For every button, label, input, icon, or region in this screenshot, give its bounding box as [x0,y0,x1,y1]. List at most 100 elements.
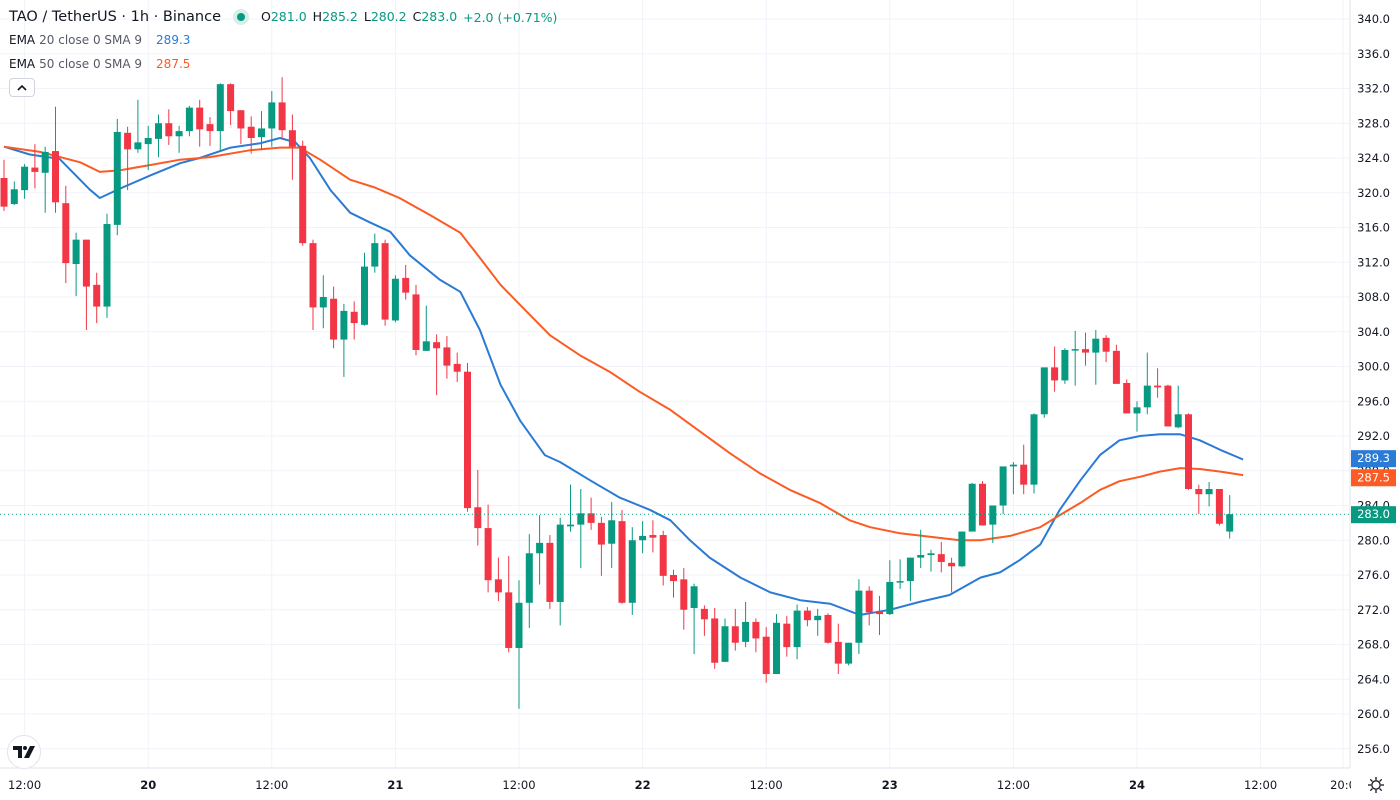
candle [948,557,956,593]
candle-body-down [1102,337,1110,352]
candle [1123,379,1131,414]
candle-body-up [216,84,224,132]
candle-body-down [330,298,338,340]
y-tick-label: 324.0 [1357,151,1390,165]
candle-body-down [649,535,657,538]
x-tick-label: 12:00 [255,778,288,792]
ema20-price-tag-text: 289.3 [1357,451,1390,465]
indicator-name: EMA [9,57,36,71]
candle-body-down [412,294,420,350]
y-tick-label: 272.0 [1357,603,1390,617]
ema20-price-tag-bg [1351,450,1396,468]
y-tick-label: 268.0 [1357,638,1390,652]
candle-body-down [350,311,358,324]
candle-body-up [628,540,636,603]
candle [103,213,111,318]
y-tick-label: 300.0 [1357,360,1390,374]
candle-body-up [927,553,935,556]
candle-body-up [608,520,616,544]
candle [690,583,698,655]
candle-body-down [278,102,286,131]
candle-body-up [1009,464,1017,467]
candle [618,509,626,604]
candle-body-down [1164,385,1172,427]
indicator-ema50[interactable]: EMA 50 close 0 SMA 9 287.5 [9,52,563,76]
candle-body-down [1154,385,1162,388]
candle-body-up [742,621,750,642]
candle [536,515,544,585]
candle-body-down [1123,383,1131,414]
candle [453,352,461,383]
candle-body-up [917,555,925,558]
indicator-ema20[interactable]: EMA 20 close 0 SMA 9 289.3 [9,28,563,52]
candle [773,614,780,675]
collapse-legend-button[interactable] [9,78,35,97]
candle [700,605,708,636]
candle [762,627,770,683]
candle [299,140,307,246]
candle-body-down [670,575,677,582]
candle [979,481,986,526]
x-tick-label: 21 [387,778,403,792]
symbol-row: TAO / TetherUS · 1h · Binance O281.0 H28… [9,6,563,28]
gear-icon[interactable] [1366,775,1386,795]
candle [82,239,90,331]
candle [1174,385,1182,429]
tradingview-logo-icon[interactable] [7,735,41,769]
candle-body-up [361,266,368,325]
x-tick-label: 24 [1129,778,1145,792]
candle [1092,330,1100,385]
candle [247,116,255,154]
chart-legend: TAO / TetherUS · 1h · Binance O281.0 H28… [9,6,563,76]
candle-body-down [587,513,595,523]
candle [165,109,173,145]
candle-body-down [227,84,235,112]
ema50-line [3,145,1244,542]
candle-body-up [41,151,49,173]
candle [968,482,976,532]
candle-body-down [1185,414,1192,489]
candle-body-up [319,297,327,308]
x-tick-label: 22 [635,778,651,792]
candle-body-down [876,611,883,615]
candle-body-down [453,363,461,372]
y-tick-label: 320.0 [1357,186,1390,200]
candle [1009,462,1017,495]
candle-body-down [597,522,605,545]
candle-body-down [309,243,317,308]
ema50-price-tag-bg [1351,469,1396,487]
x-tick-label: 23 [882,778,898,792]
candle [1154,368,1162,398]
candle [958,531,966,568]
candle-body-down [494,579,502,593]
candle [793,604,801,660]
candle [783,615,791,657]
y-tick-label: 312.0 [1357,255,1390,269]
candle-body-up [1133,407,1141,414]
candle [10,181,18,205]
candle-body-up [1061,349,1069,381]
symbol-title[interactable]: TAO / TetherUS · 1h · Binance [9,9,222,25]
candle-body-down [299,145,307,244]
candle [1061,348,1069,384]
candle-body-up [814,615,822,621]
candle-body-up [340,310,348,340]
tradingview-logo-glyph [13,746,35,758]
candle [1020,444,1028,495]
candle [649,520,657,553]
candle [834,623,842,675]
candle-body-up [958,531,966,567]
candle-body-up [721,626,729,662]
time-axis: 12:00 20 12:00 21 12:00 22 12:00 23 12:00 24 12:00… [8,769,1400,800]
candle-body-down [948,562,956,567]
candle-body-down [196,107,204,130]
indicator-params: 50 close 0 SMA 9 [39,57,143,71]
candle-body-up [567,524,574,527]
last-price-tag: 283.0 [1351,506,1396,524]
candle-body-up [690,586,698,609]
last-price-tag-text: 283.0 [1357,507,1390,521]
candle-body-down [1215,488,1223,524]
candle [175,125,183,153]
y-tick-label: 292.0 [1357,429,1390,443]
